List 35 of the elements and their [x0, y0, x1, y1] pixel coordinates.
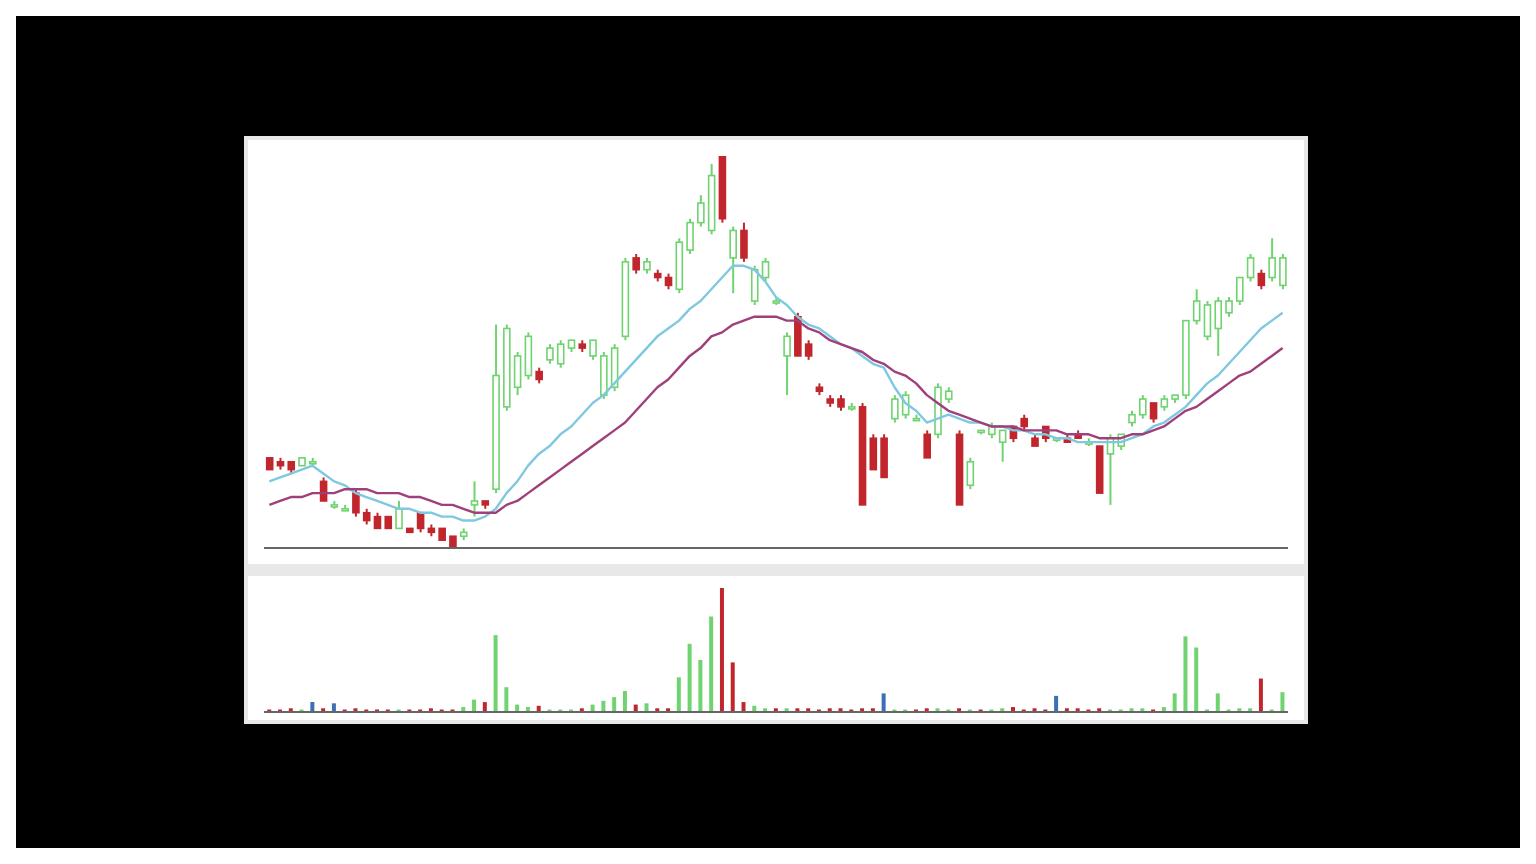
- candlestick: [524, 331, 533, 381]
- bar: [331, 703, 336, 712]
- candlestick: [783, 331, 791, 397]
- candlestick: [470, 480, 479, 518]
- candlestick: [1149, 401, 1158, 424]
- candlestick: [395, 499, 403, 530]
- candlestick: [923, 429, 932, 459]
- bar: [1054, 695, 1059, 712]
- candlestick: [1257, 268, 1266, 291]
- bar: [310, 702, 315, 712]
- bar: [881, 693, 886, 712]
- bar: [719, 588, 724, 712]
- bar: [687, 643, 692, 712]
- bar: [698, 659, 703, 712]
- bar: [1280, 692, 1285, 712]
- candlestick: [966, 456, 975, 491]
- bar: [1194, 647, 1199, 712]
- bar: [1215, 693, 1220, 712]
- candlestick: [1095, 445, 1104, 494]
- bar: [741, 702, 746, 712]
- bar: [482, 702, 487, 712]
- bar: [504, 687, 509, 712]
- bar: [1172, 693, 1177, 712]
- bar: [493, 635, 498, 712]
- bar: [1258, 678, 1263, 712]
- bar: [709, 616, 714, 712]
- bar: [612, 697, 617, 712]
- bar: [1183, 636, 1188, 712]
- bar: [730, 662, 735, 712]
- candlestick: [729, 225, 737, 295]
- bar: [644, 703, 649, 712]
- bar: [676, 677, 681, 712]
- bar: [622, 690, 627, 712]
- candlestick: [632, 253, 640, 275]
- candlestick: [740, 221, 748, 263]
